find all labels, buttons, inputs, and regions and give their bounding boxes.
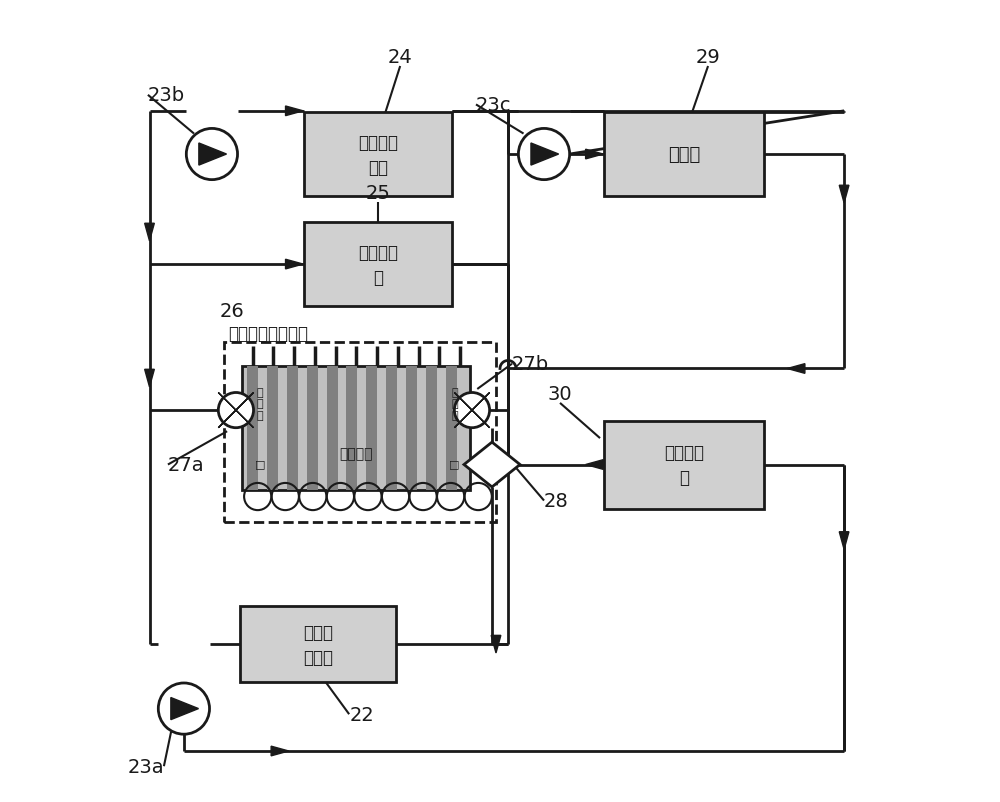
Text: 22: 22 (349, 705, 374, 723)
Polygon shape (145, 224, 154, 241)
Circle shape (454, 393, 490, 428)
Text: 29: 29 (696, 48, 720, 67)
Text: 相变材料: 相变材料 (340, 447, 373, 460)
Circle shape (518, 129, 570, 180)
Polygon shape (218, 393, 254, 428)
FancyBboxPatch shape (386, 367, 397, 491)
Text: 空冷器系
统: 空冷器系 统 (358, 243, 398, 286)
Polygon shape (454, 393, 490, 428)
Text: 30: 30 (548, 384, 572, 403)
Polygon shape (839, 186, 849, 204)
Text: 进
液
口: 进 液 口 (257, 387, 263, 420)
FancyBboxPatch shape (304, 223, 452, 306)
Circle shape (218, 393, 254, 428)
Text: 27b: 27b (512, 354, 549, 374)
Text: 27a: 27a (168, 456, 205, 475)
FancyBboxPatch shape (604, 421, 764, 509)
Polygon shape (491, 635, 501, 653)
Text: 26: 26 (220, 302, 245, 320)
Polygon shape (586, 150, 603, 160)
FancyBboxPatch shape (406, 367, 417, 491)
FancyBboxPatch shape (346, 367, 357, 491)
FancyBboxPatch shape (304, 113, 452, 197)
FancyBboxPatch shape (267, 367, 278, 491)
Polygon shape (531, 144, 559, 166)
Text: 出
液
口: 出 液 口 (451, 387, 458, 420)
FancyBboxPatch shape (240, 606, 396, 683)
Text: 发动机: 发动机 (668, 146, 700, 164)
Text: 28: 28 (544, 492, 569, 510)
Text: □: □ (449, 458, 460, 468)
Text: 24: 24 (388, 48, 413, 67)
Polygon shape (145, 370, 154, 387)
FancyBboxPatch shape (242, 367, 470, 491)
Polygon shape (586, 460, 603, 470)
Circle shape (186, 129, 238, 180)
Polygon shape (218, 393, 254, 428)
Polygon shape (787, 364, 805, 374)
FancyBboxPatch shape (366, 367, 377, 491)
Text: 23a: 23a (127, 757, 164, 776)
Polygon shape (286, 260, 303, 269)
Text: 缸套水系
统: 缸套水系 统 (664, 444, 704, 486)
Text: 25: 25 (366, 184, 390, 203)
FancyBboxPatch shape (287, 367, 298, 491)
Polygon shape (199, 144, 227, 166)
FancyBboxPatch shape (604, 113, 764, 197)
FancyBboxPatch shape (426, 367, 437, 491)
Polygon shape (464, 443, 520, 488)
Polygon shape (454, 393, 490, 428)
Text: 储能装置冷却系统: 储能装置冷却系统 (228, 325, 308, 342)
FancyBboxPatch shape (327, 367, 338, 491)
Polygon shape (839, 532, 849, 549)
Text: 23c: 23c (476, 95, 511, 115)
Polygon shape (171, 698, 199, 719)
Text: 23b: 23b (148, 86, 185, 105)
Polygon shape (286, 107, 303, 116)
FancyBboxPatch shape (247, 367, 258, 491)
FancyBboxPatch shape (446, 367, 457, 491)
Circle shape (158, 683, 210, 735)
FancyBboxPatch shape (307, 367, 318, 491)
Text: □: □ (255, 458, 265, 468)
Text: 滑油冷却
系统: 滑油冷却 系统 (358, 134, 398, 176)
Text: 开式海
水冷却: 开式海 水冷却 (303, 623, 333, 666)
Polygon shape (271, 746, 289, 756)
